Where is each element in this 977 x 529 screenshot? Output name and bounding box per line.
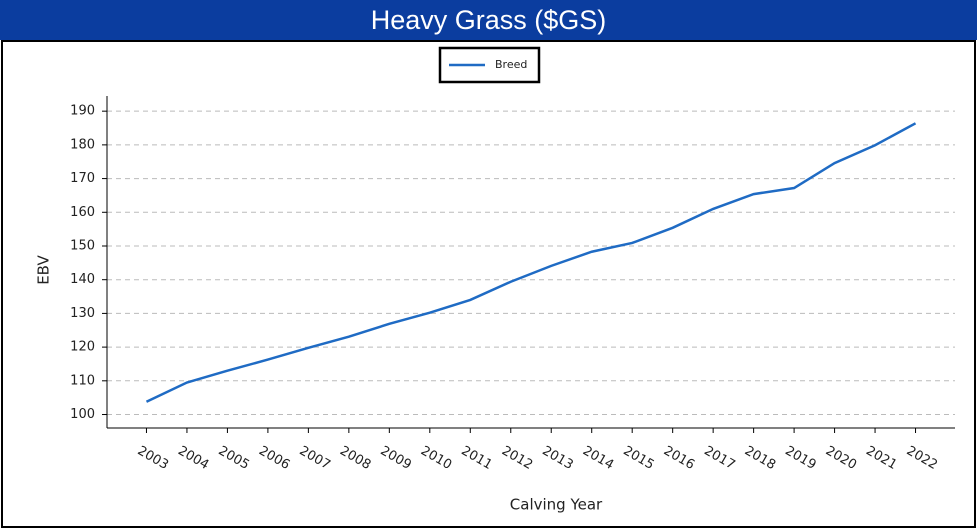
y-tick-label: 110	[70, 373, 95, 388]
y-tick-label: 170	[70, 171, 95, 186]
chart-title: Heavy Grass ($GS)	[370, 5, 607, 35]
x-tick-label: 2006	[256, 444, 292, 474]
x-tick-label: 2012	[499, 444, 535, 474]
y-tick-label: 150	[70, 238, 95, 253]
x-tick-label: 2017	[701, 444, 737, 474]
x-tick-label: 2020	[823, 444, 859, 474]
x-tick-label: 2019	[782, 444, 818, 474]
x-tick-label: 2011	[459, 444, 495, 474]
y-tick-label: 160	[70, 205, 95, 220]
x-tick-label: 2007	[297, 444, 333, 474]
y-tick-label: 130	[70, 306, 95, 321]
y-tick-label: 140	[70, 272, 95, 287]
title-bar: Heavy Grass ($GS)	[0, 0, 977, 40]
x-tick-label: 2013	[539, 444, 575, 474]
x-tick-label: 2014	[580, 444, 616, 474]
x-tick-label: 2021	[863, 444, 899, 474]
x-tick-label: 2009	[378, 444, 414, 474]
y-tick-label: 190	[70, 104, 95, 119]
x-axis-label: Calving Year	[510, 496, 603, 514]
x-tick-label: 2010	[418, 444, 454, 474]
x-tick-label: 2004	[175, 444, 211, 474]
x-tick-label: 2005	[216, 444, 252, 474]
x-tick-label: 2016	[661, 444, 697, 474]
legend-label: Breed	[495, 58, 527, 71]
x-tick-label: 2008	[337, 444, 373, 474]
x-tick-label: 2015	[620, 444, 656, 474]
frame	[1, 40, 976, 528]
line	[145, 122, 917, 403]
y-tick-label: 180	[70, 137, 95, 152]
x-tick-label: 2003	[135, 444, 171, 474]
x-tick-label: 2018	[742, 444, 778, 474]
x-tick-label: 2022	[904, 444, 940, 474]
y-axis-label: EBV	[35, 254, 53, 284]
y-tick-label: 120	[70, 340, 95, 355]
y-tick-label: 100	[70, 407, 95, 422]
